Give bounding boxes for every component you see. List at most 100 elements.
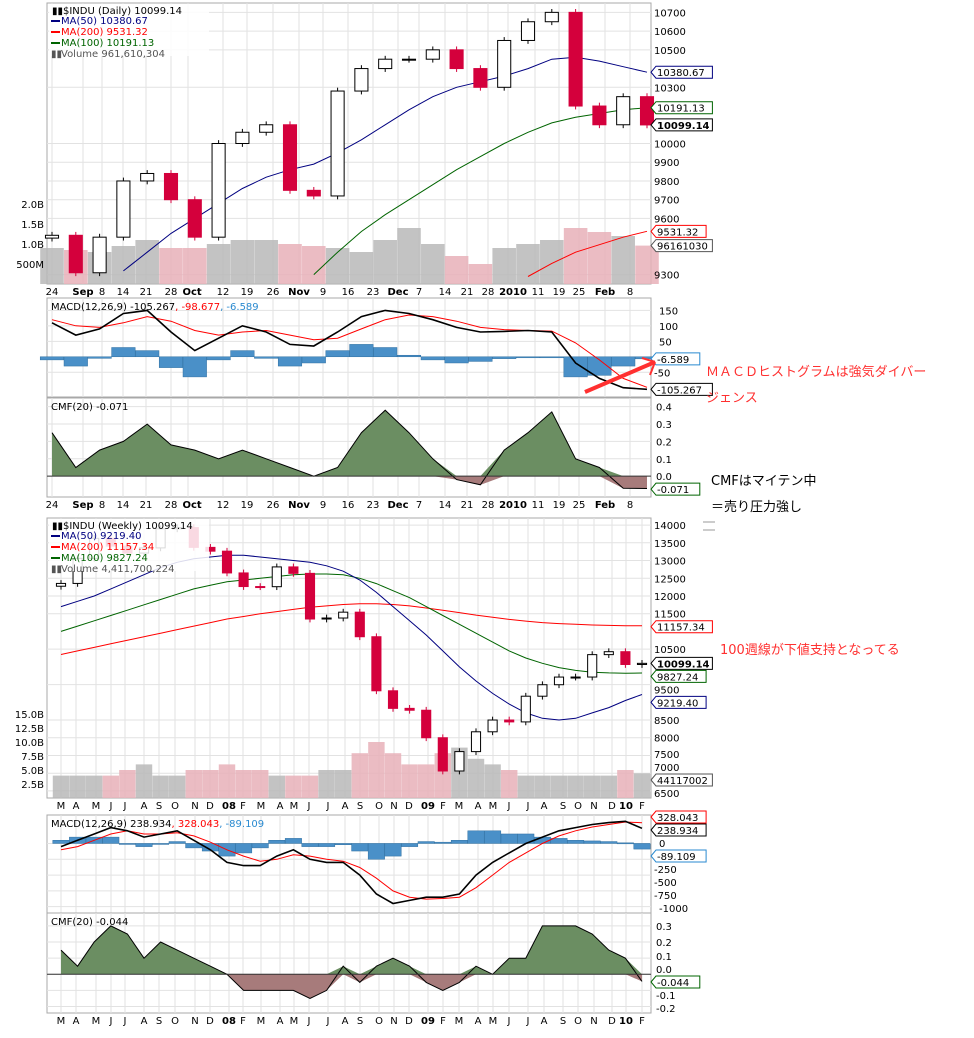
daily-macd-line [51, 309, 648, 391]
weekly-cmf-value-tag-box [650, 975, 701, 989]
candle-body [304, 572, 316, 620]
weekly-x-tick: J [307, 801, 311, 812]
weekly-x-tick: O [171, 801, 179, 812]
macd-histogram-bar [349, 344, 374, 358]
candle-body [421, 709, 432, 739]
macd-histogram-bar [152, 843, 170, 845]
weekly-x-tick: D [206, 801, 214, 812]
macd-histogram-bar [135, 350, 160, 358]
weekly-macd-tick: -1000 [659, 904, 688, 915]
candle-body [404, 707, 415, 711]
weekly-price-tick: 12500 [654, 574, 686, 585]
weekly-cmf-x-tick: 10 [619, 1016, 633, 1027]
candle-body [401, 58, 417, 61]
weekly-cmf-x-tick: A [141, 1016, 148, 1027]
legend-line-icon [51, 20, 60, 22]
volume-bar [421, 244, 445, 284]
weekly-ma200-value-tag: 11157.34 [657, 623, 705, 634]
weekly-cmf-x-tick: M [57, 1016, 66, 1027]
weekly-cmf-x-tick: N [590, 1016, 597, 1027]
weekly-volume-tick: 10.0B [15, 738, 44, 749]
weekly-x-tick: M [290, 801, 299, 812]
volume-bar [617, 770, 634, 798]
daily-price-tick: 9600 [654, 214, 679, 225]
resize-handle[interactable] [703, 521, 715, 531]
candle-body [288, 566, 299, 574]
macd-histogram-bar [111, 347, 136, 358]
candle-icon: ▮▮ [52, 6, 63, 17]
volume-bar [206, 244, 231, 284]
macd-histogram-bar [384, 843, 402, 857]
volume-bar [111, 246, 136, 284]
volume-bar [600, 775, 618, 798]
candle-body [68, 234, 83, 274]
volume-bar [567, 775, 584, 798]
macd-legend-part: , -89.109 [219, 819, 264, 830]
candle-body [255, 586, 266, 589]
weekly-price-tick: 12000 [654, 592, 686, 603]
volume-bar [468, 264, 493, 284]
candle-body [473, 68, 488, 88]
candle-body [520, 695, 531, 723]
candle-body [354, 68, 369, 92]
daily-volume-tick: 500M [16, 260, 44, 271]
volume-bar [587, 232, 612, 284]
weekly-cmf-x-tick: M [455, 1016, 464, 1027]
weekly-x-tick: N [590, 801, 597, 812]
weekly-cmf-x-tick: J [507, 1016, 511, 1027]
weekly-x-tick: A [342, 801, 349, 812]
daily-x-tick: Sep [72, 287, 93, 298]
weekly-cmf-x-tick: S [357, 1016, 363, 1027]
weekly-cmf-x-tick: M [290, 1016, 299, 1027]
weekly-ma200-value-tag-box [650, 620, 713, 634]
daily-cmf-x-tick: 28 [165, 500, 178, 511]
macd-histogram-bar [39, 356, 65, 361]
daily-ma50-value-tag-box [650, 65, 713, 79]
daily-macd-tick: -50 [654, 368, 670, 379]
macd-histogram-bar [301, 356, 326, 364]
daily-cmf-x-tick: 28 [482, 500, 495, 511]
weekly-macd-tick: -500 [654, 878, 677, 889]
daily-macd-tick: 50 [659, 337, 672, 348]
daily-cmf-x-tick: 8 [99, 500, 105, 511]
weekly-x-tick: S [560, 801, 566, 812]
macd-histogram-bar [633, 843, 651, 850]
macd-histogram-bar [325, 350, 350, 358]
daily-legend-item: MA(200) 9531.32 [61, 27, 148, 38]
weekly-title: $INDU (Weekly) 10099.14 [63, 521, 193, 532]
weekly-price-tick: 8500 [654, 716, 679, 727]
daily-ma50-value-tag: 10380.67 [657, 68, 705, 79]
volume-bar [318, 770, 335, 798]
macd-histogram-bar [277, 356, 303, 367]
daily-x-tick: 19 [553, 287, 566, 298]
weekly-x-tick: J [123, 801, 127, 812]
macd-histogram-bar [484, 830, 502, 844]
macd-histogram-bar [118, 843, 136, 845]
candle-body [271, 566, 282, 588]
daily-cmf-x-tick: 19 [553, 500, 566, 511]
weekly-cmf-x-tick: M [92, 1016, 101, 1027]
weekly-x-tick: D [608, 801, 616, 812]
volume-bars-icon: ▮▮ [51, 49, 62, 60]
volume-bar [251, 770, 269, 798]
daily-x-tick: 8 [627, 287, 633, 298]
candle-body [140, 172, 155, 182]
volume-bar [540, 240, 564, 284]
volume-bar [492, 248, 516, 284]
macd-histogram-bar [334, 843, 352, 845]
cmf-annotation-line2: ＝売り圧力強し [711, 500, 803, 515]
macd-histogram-bar [434, 841, 452, 844]
candle-body [259, 124, 274, 133]
weekly-x-tick: M [92, 801, 101, 812]
volume-bar [397, 228, 421, 284]
macd-annotation-line2: ジェンス [706, 391, 758, 406]
weekly-cmf-tick: -0.1 [656, 991, 676, 1002]
candle-icon: ▮▮ [52, 521, 63, 532]
daily-x-tick: 12 [217, 287, 230, 298]
daily-x-tick: 25 [573, 287, 586, 298]
candle-body [338, 611, 349, 619]
weekly-cmf-tick: 0.2 [656, 938, 672, 949]
weekly-macd-hist-tag-box [650, 849, 707, 863]
weekly-cmf-x-tick: D [206, 1016, 214, 1027]
weekly-macd-value-tag: 238.934 [657, 826, 698, 837]
